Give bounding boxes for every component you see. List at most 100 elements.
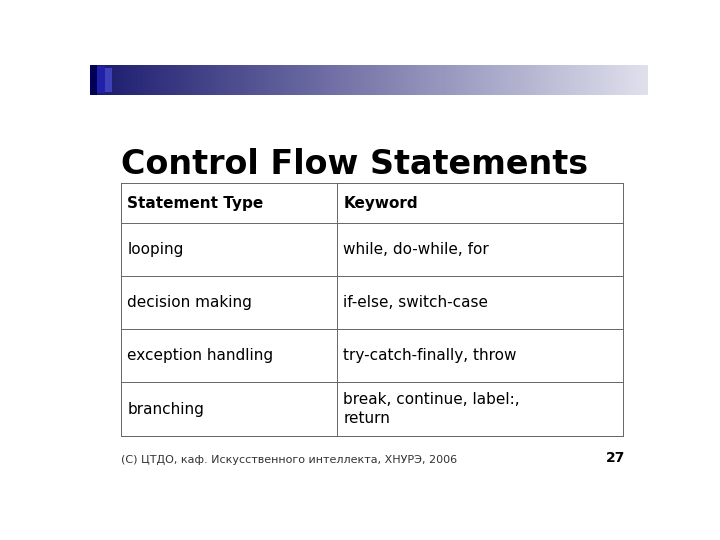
Bar — [555, 65, 557, 94]
Bar — [304, 65, 306, 94]
Bar — [626, 65, 628, 94]
Bar — [544, 65, 546, 94]
Bar — [392, 65, 394, 94]
Bar — [235, 65, 238, 94]
Bar — [384, 65, 387, 94]
Bar — [486, 65, 489, 94]
Bar — [278, 65, 280, 94]
Bar — [488, 65, 490, 94]
Bar — [382, 65, 384, 94]
Bar — [542, 65, 544, 94]
Bar — [280, 65, 282, 94]
Bar — [588, 65, 591, 94]
Bar — [116, 65, 119, 94]
Bar — [529, 65, 531, 94]
Bar — [103, 65, 105, 94]
Bar — [499, 65, 502, 94]
Bar — [466, 65, 468, 94]
Bar — [512, 65, 515, 94]
Bar — [518, 65, 521, 94]
Bar — [183, 65, 186, 94]
Bar — [332, 65, 334, 94]
Bar — [585, 65, 588, 94]
Bar — [444, 65, 446, 94]
Bar — [400, 65, 403, 94]
Bar — [218, 65, 221, 94]
Bar — [596, 65, 598, 94]
Bar — [600, 65, 602, 94]
Bar — [148, 65, 150, 94]
Bar — [553, 65, 556, 94]
Bar — [531, 65, 534, 94]
Bar — [233, 65, 235, 94]
Bar — [361, 65, 364, 94]
Bar — [253, 65, 256, 94]
Bar — [336, 65, 338, 94]
Bar — [423, 65, 426, 94]
Bar — [539, 65, 541, 94]
Bar — [624, 65, 626, 94]
Bar — [615, 65, 617, 94]
Bar — [118, 65, 120, 94]
Bar — [114, 65, 117, 94]
Bar — [125, 65, 127, 94]
Bar — [354, 65, 356, 94]
Bar — [99, 65, 102, 94]
Bar — [505, 65, 507, 94]
Bar — [575, 65, 578, 94]
Bar — [239, 65, 241, 94]
Bar — [151, 65, 154, 94]
Bar — [410, 65, 413, 94]
Bar — [447, 65, 449, 94]
Bar — [609, 65, 611, 94]
Text: Keyword: Keyword — [343, 195, 418, 211]
Bar — [641, 65, 643, 94]
Bar — [196, 65, 199, 94]
Bar — [104, 68, 112, 92]
Bar — [220, 65, 222, 94]
Bar — [436, 65, 438, 94]
Bar — [202, 65, 204, 94]
Bar — [207, 65, 210, 94]
Bar — [386, 65, 388, 94]
Bar — [265, 65, 267, 94]
Bar — [131, 65, 133, 94]
Bar — [161, 65, 163, 94]
Bar — [300, 65, 302, 94]
Bar — [412, 65, 414, 94]
Bar — [226, 65, 228, 94]
Bar — [467, 65, 470, 94]
Bar — [302, 65, 305, 94]
Bar — [408, 65, 410, 94]
Bar — [373, 65, 375, 94]
Bar — [369, 65, 372, 94]
Bar — [607, 65, 610, 94]
Bar — [186, 65, 189, 94]
Bar — [520, 65, 522, 94]
Bar — [572, 65, 574, 94]
Bar — [313, 65, 315, 94]
Bar — [501, 65, 503, 94]
Text: looping: looping — [127, 242, 184, 257]
Bar — [135, 65, 137, 94]
Bar — [460, 65, 462, 94]
Bar — [112, 65, 114, 94]
Bar — [168, 65, 171, 94]
Bar — [315, 65, 318, 94]
Bar — [287, 65, 289, 94]
Bar — [397, 65, 400, 94]
Bar — [138, 65, 141, 94]
Bar — [140, 65, 143, 94]
Bar — [365, 65, 368, 94]
Text: Control Flow Statements: Control Flow Statements — [121, 148, 588, 181]
Bar — [256, 65, 258, 94]
Bar — [406, 65, 409, 94]
Bar — [618, 65, 621, 94]
Bar — [243, 65, 245, 94]
Bar — [306, 65, 308, 94]
Bar — [441, 65, 444, 94]
Bar — [367, 65, 369, 94]
Bar — [326, 65, 328, 94]
Bar — [282, 65, 284, 94]
Bar — [347, 65, 349, 94]
